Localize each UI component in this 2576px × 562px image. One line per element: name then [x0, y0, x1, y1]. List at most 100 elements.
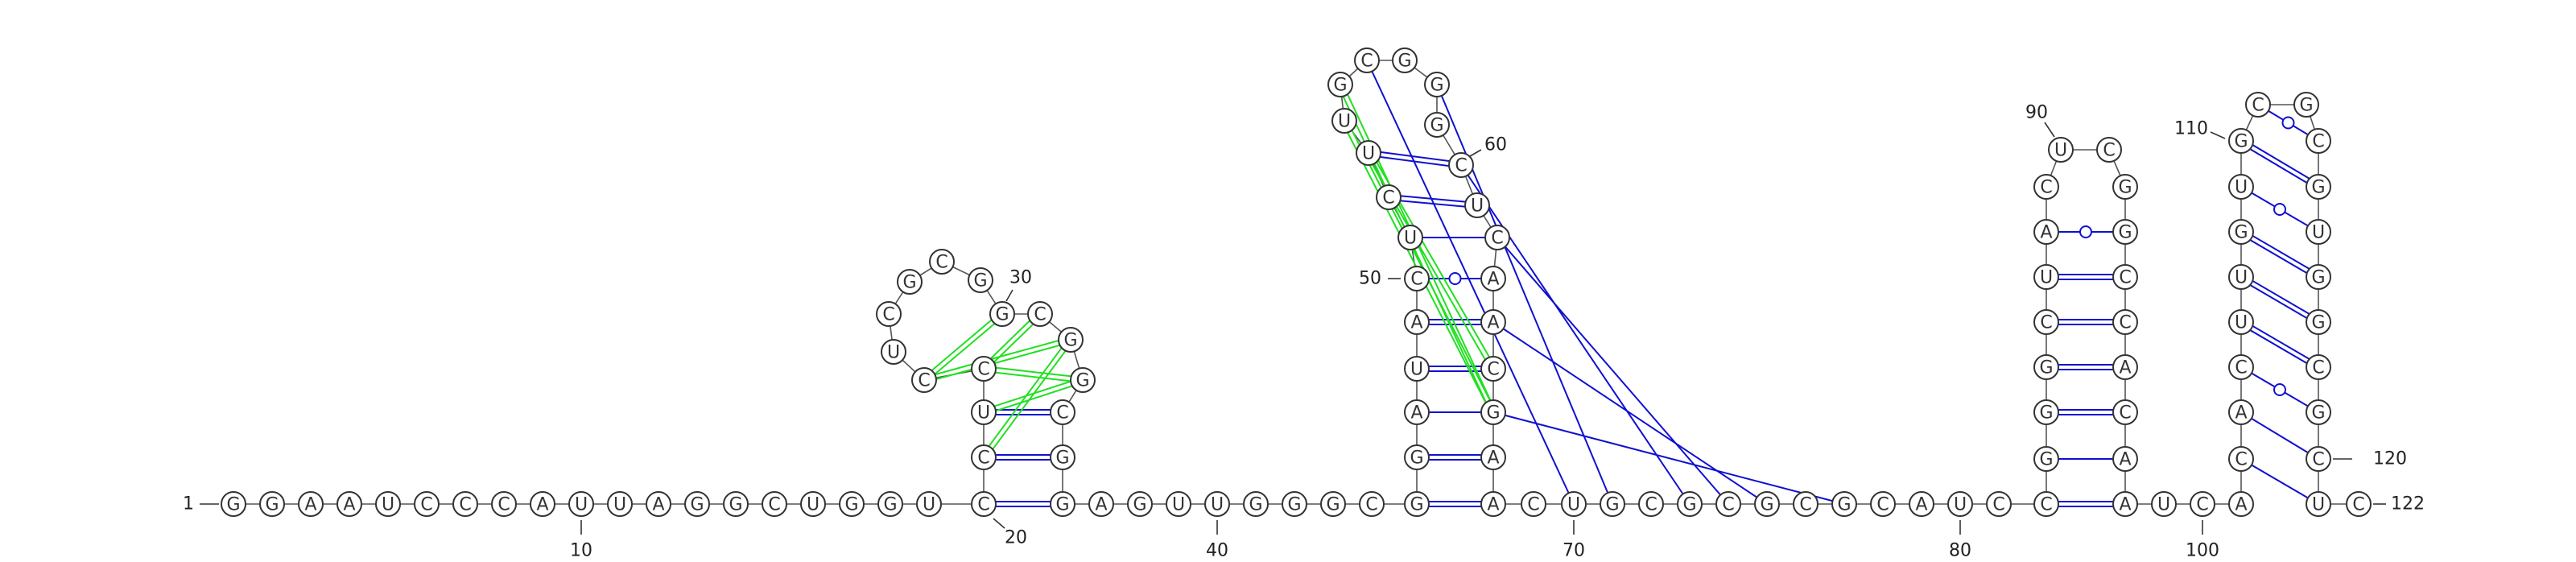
nucleotide-letter: U: [382, 495, 394, 515]
nucleotide-letter: C: [768, 495, 780, 515]
nucleotide-letter: G: [1055, 448, 1069, 469]
nucleotide-letter: U: [2054, 141, 2067, 161]
nucleotide-110: [2228, 128, 2254, 154]
nucleotide-letter: A: [1487, 495, 1499, 515]
nucleotide-letter: C: [2040, 178, 2052, 198]
nucleotide-112: [2293, 92, 2319, 118]
nucleotide-letter: C: [1365, 495, 1377, 515]
nucleotide-70: [1561, 491, 1587, 517]
nucleotide-letter: U: [1410, 360, 1423, 380]
nucleotide-30: [989, 301, 1015, 327]
nucleotide-letter: U: [1211, 495, 1224, 515]
nucleotide-91: [2096, 137, 2122, 163]
nucleotide-letter: A: [2119, 358, 2131, 378]
nucleotide-73: [1677, 491, 1703, 517]
nucleotide-94: [2112, 264, 2138, 290]
nucleotide-41: [1243, 491, 1269, 517]
nucleotide-71: [1600, 491, 1625, 517]
nucleotide-76: [1793, 491, 1818, 517]
nucleotide-letter: U: [2040, 268, 2053, 288]
nucleotide-letter: C: [2312, 450, 2324, 470]
position-label-90: 90: [2025, 103, 2048, 123]
nucleotide-letter: G: [2039, 358, 2053, 378]
wobble-pair-marker: [2079, 225, 2092, 238]
pseudoknot-pair-line: [923, 337, 1071, 379]
pseudoknot-pair-line: [922, 311, 1001, 379]
nucleotide-79: [1909, 491, 1934, 517]
nucleotide-12: [646, 491, 671, 517]
nucleotide-letter: C: [2352, 495, 2364, 515]
nucleotide-60: [1448, 152, 1474, 178]
nucleotide-98: [2112, 446, 2138, 472]
nucleotide-letter: A: [1410, 313, 1422, 333]
nucleotide-25: [881, 339, 906, 365]
nucleotide-6: [414, 491, 440, 517]
long-range-pair-line: [1460, 164, 1690, 505]
nucleotide-88: [2033, 219, 2059, 245]
nucleotide-80: [1947, 491, 1973, 517]
nucleotide-letter: A: [2040, 223, 2052, 243]
nucleotide-33: [1070, 367, 1096, 393]
nucleotide-85: [2033, 354, 2059, 380]
nucleotide-letter: G: [2234, 132, 2248, 152]
nucleotide-50: [1404, 266, 1430, 291]
nucleotide-103: [2228, 446, 2254, 472]
nucleotide-18: [877, 491, 903, 517]
nucleotide-letter: C: [1491, 229, 1503, 249]
nucleotide-87: [2033, 264, 2059, 290]
nucleotide-75: [1754, 491, 1780, 517]
nucleotide-letter: G: [2118, 178, 2132, 198]
nucleotide-letter: A: [2235, 403, 2247, 424]
nucleotide-letter: C: [1527, 495, 1539, 515]
position-label-50: 50: [1359, 269, 1381, 289]
nucleotide-letter: C: [935, 253, 947, 273]
base-pair-line: [2239, 142, 2318, 190]
nucleotide-letter: C: [977, 495, 989, 515]
position-label-122: 122: [2391, 494, 2425, 514]
nucleotide-letter: G: [2039, 450, 2053, 470]
nucleotide-letter: G: [2039, 403, 2053, 424]
nucleotide-letter: G: [2299, 96, 2313, 116]
nucleotide-122: [2346, 491, 2372, 517]
nucleotide-letter: C: [1034, 305, 1046, 325]
nucleotide-13: [684, 491, 710, 517]
base-pair-line: [2242, 319, 2321, 366]
nucleotide-51: [1397, 225, 1423, 250]
nucleotide-53: [1356, 140, 1381, 166]
base-pair-line: [2240, 458, 2319, 505]
nucleotide-89: [2033, 174, 2059, 200]
nucleotide-4: [336, 491, 362, 517]
base-pair-layer: [922, 60, 2321, 507]
nucleotide-35: [1050, 444, 1075, 470]
nucleotide-34: [1050, 399, 1075, 425]
nucleotide-81: [1986, 491, 2012, 517]
nucleotide-letter: C: [2119, 313, 2131, 333]
nucleotide-106: [2228, 309, 2254, 335]
nucleotide-57: [1392, 48, 1418, 73]
nucleotide-letter: G: [883, 495, 897, 515]
nucleotide-letter: C: [918, 371, 930, 391]
nucleotide-46: [1404, 444, 1430, 470]
long-range-pair-line: [1492, 321, 1768, 505]
nucleotide-32: [1058, 327, 1084, 353]
nucleotide-64: [1480, 309, 1506, 335]
nucleotide-letter: C: [2103, 141, 2115, 161]
nucleotide-letter: G: [1249, 495, 1262, 515]
nucleotide-letter: G: [1055, 495, 1069, 515]
nucleotide-letter: C: [1487, 360, 1499, 380]
nucleotide-114: [2306, 174, 2331, 200]
nucleotide-letter: C: [977, 448, 989, 469]
nucleotide-letter: G: [1063, 331, 1077, 351]
nucleotide-letter: U: [1338, 112, 1351, 132]
long-range-pair-line: [1436, 84, 1613, 505]
wobble-pair-marker: [2273, 203, 2286, 216]
position-tick: [2210, 131, 2226, 139]
nucleotide-3: [298, 491, 324, 517]
nucleotide-letter: U: [2312, 495, 2325, 515]
nucleotide-16: [800, 491, 826, 517]
nucleotide-letter: A: [536, 495, 548, 515]
nucleotide-letter: G: [1287, 495, 1301, 515]
nucleotide-letter: C: [1799, 495, 1811, 515]
position-label-70: 70: [1563, 541, 1585, 561]
